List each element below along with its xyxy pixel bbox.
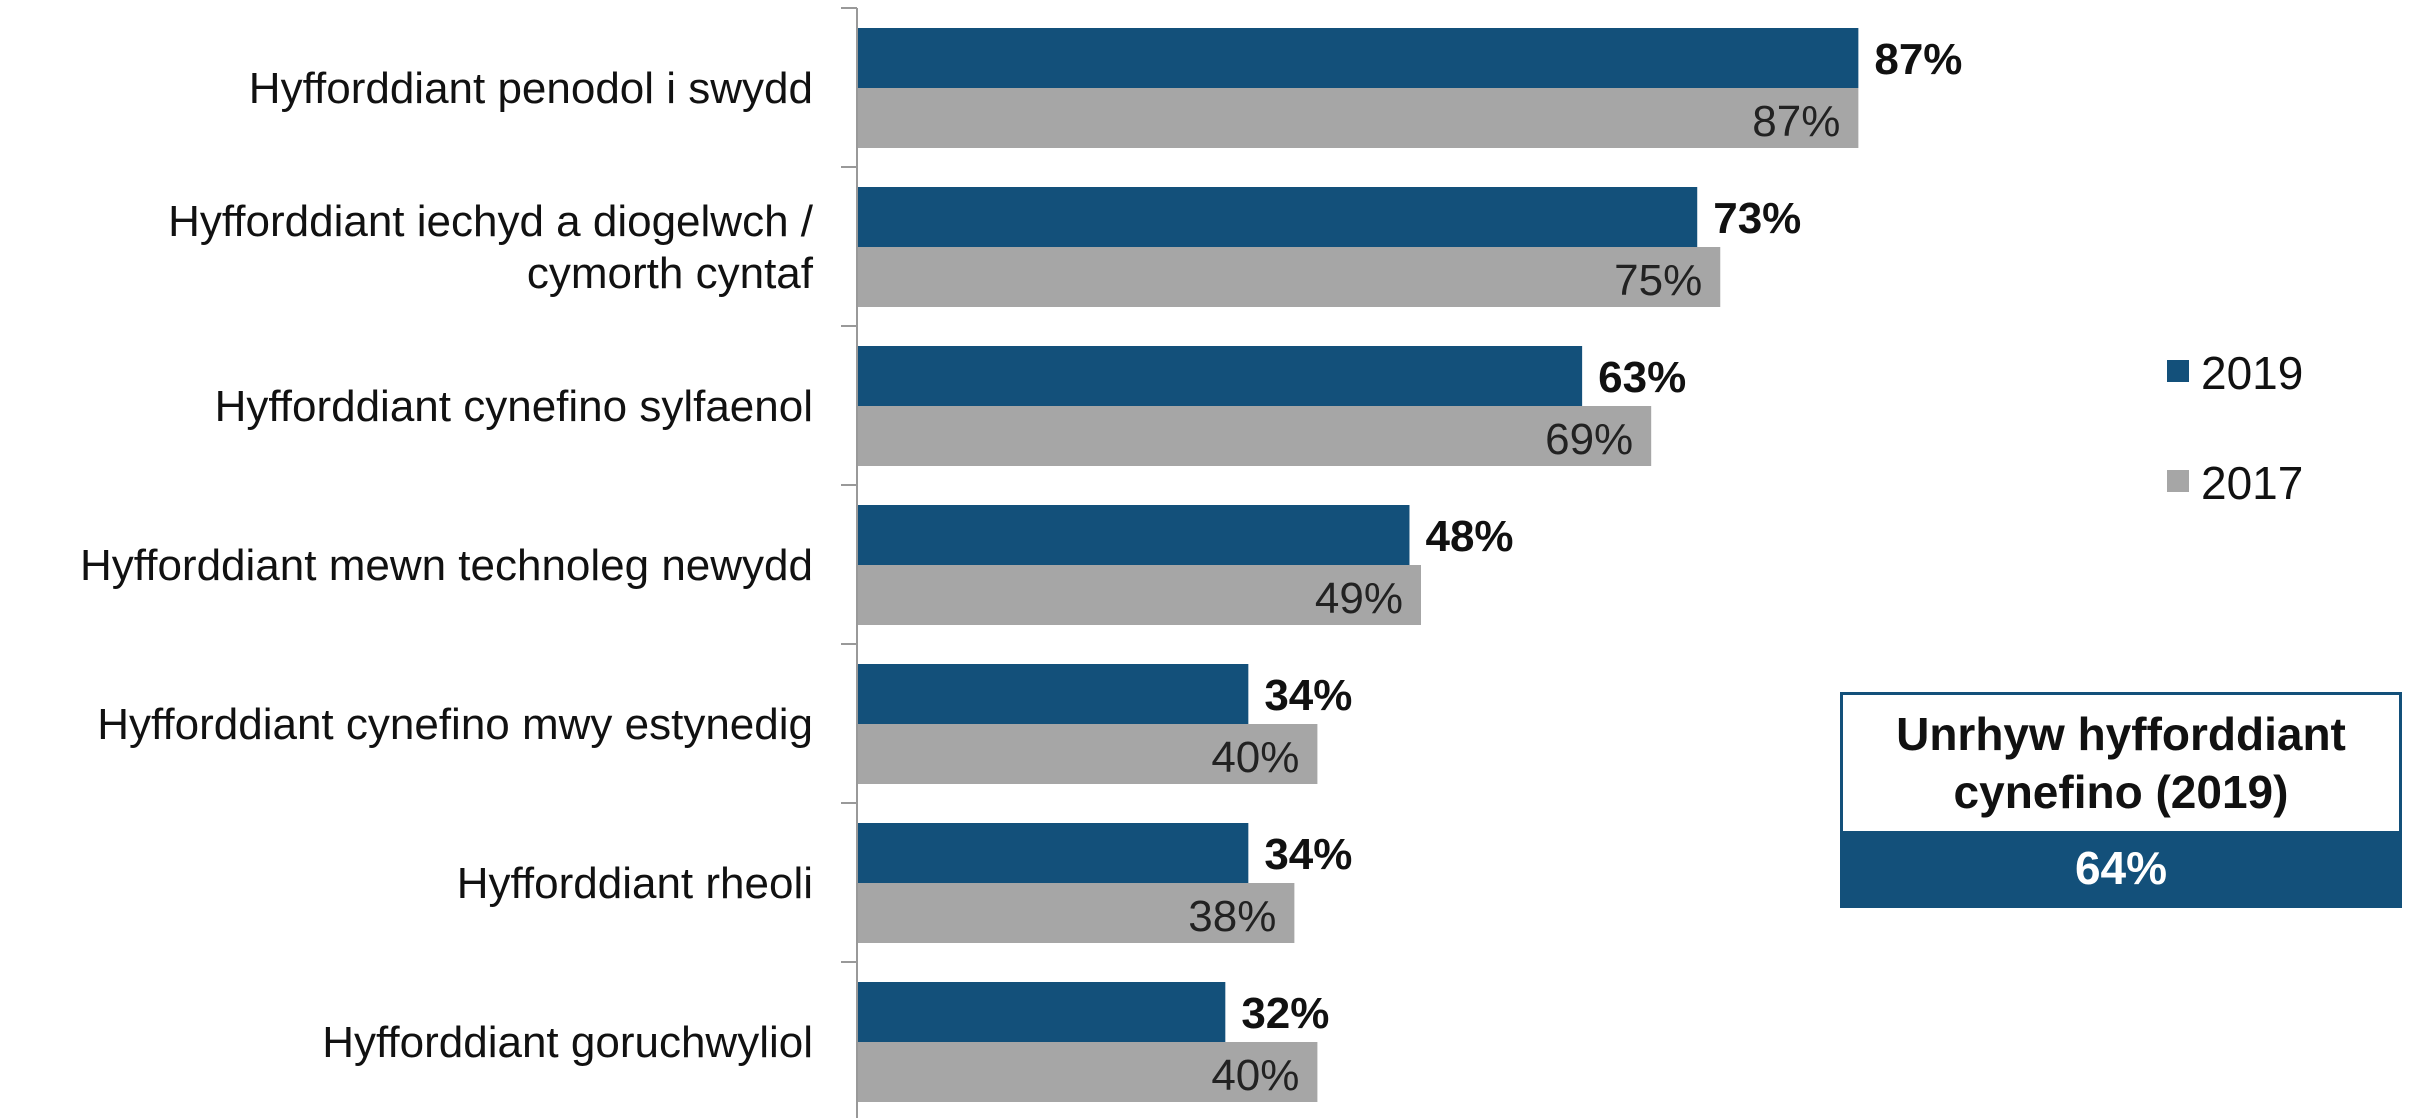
data-label-2017-2: 69% — [1545, 415, 1633, 464]
category-label-line: Hyfforddiant mewn technoleg newydd — [80, 541, 813, 590]
bar-2019-5 — [857, 823, 1249, 883]
category-label-line: Hyfforddiant rheoli — [457, 859, 813, 908]
legend: 2019 2017 — [2167, 347, 2303, 509]
category-axis — [841, 7, 858, 1118]
category-label-line: Hyfforddiant cynefino sylfaenol — [215, 382, 813, 431]
category-label-3: Hyfforddiant mewn technoleg newydd — [80, 541, 813, 590]
data-label-2017-3: 49% — [1315, 574, 1403, 623]
data-label-2019-0: 87% — [1874, 35, 1962, 84]
bars-group — [857, 28, 1859, 1102]
data-label-2019-5: 34% — [1264, 830, 1352, 879]
bar-2017-1 — [857, 247, 1721, 307]
bar-2019-3 — [857, 505, 1410, 565]
category-label-line: Hyfforddiant penodol i swydd — [249, 64, 813, 113]
bar-2017-3 — [857, 565, 1421, 625]
data-label-2019-6: 32% — [1241, 989, 1329, 1038]
category-label-line: Hyfforddiant goruchwyliol — [322, 1018, 813, 1067]
data-label-2019-2: 63% — [1598, 353, 1686, 402]
legend-swatch-2017 — [2167, 470, 2189, 492]
bar-2017-2 — [857, 406, 1652, 466]
data-label-2017-0: 87% — [1752, 97, 1840, 146]
category-label-0: Hyfforddiant penodol i swydd — [249, 64, 813, 113]
category-label-line: cymorth cyntaf — [527, 249, 814, 298]
legend-label-2017: 2017 — [2201, 457, 2303, 509]
data-label-2017-4: 40% — [1211, 733, 1299, 782]
category-label-4: Hyfforddiant cynefino mwy estynedig — [97, 700, 813, 749]
category-label-5: Hyfforddiant rheoli — [457, 859, 813, 908]
callout-title: Unrhyw hyfforddiant cynefino (2019) — [1896, 708, 2346, 818]
legend-label-2019: 2019 — [2201, 347, 2303, 399]
category-label-line: Hyfforddiant cynefino mwy estynedig — [97, 700, 813, 749]
category-label-6: Hyfforddiant goruchwyliol — [322, 1018, 813, 1067]
data-label-2017-1: 75% — [1614, 256, 1702, 305]
data-label-2019-1: 73% — [1713, 194, 1801, 243]
data-label-2017-5: 38% — [1188, 892, 1276, 941]
category-labels: Hyfforddiant penodol i swydd Hyfforddiant… — [80, 64, 814, 1067]
legend-swatch-2019 — [2167, 360, 2189, 382]
bar-2019-1 — [857, 187, 1698, 247]
data-labels: 87% 87% 73%75% 63% 69% 48% 49% 34% 40% 34% 38% 32% 4… — [1188, 35, 1962, 1100]
summary-callout: Unrhyw hyfforddiant cynefino (2019) 64% — [1840, 692, 2402, 908]
bar-2017-0 — [857, 88, 1859, 148]
data-label-2019-4: 34% — [1264, 671, 1352, 720]
bar-2019-6 — [857, 982, 1226, 1042]
bar-2019-2 — [857, 346, 1583, 406]
data-label-2019-3: 48% — [1425, 512, 1513, 561]
bar-2019-4 — [857, 664, 1249, 724]
data-label-2017-6: 40% — [1211, 1051, 1299, 1100]
callout-value: 64% — [1843, 831, 2399, 905]
bar-2019-0 — [857, 28, 1859, 88]
bar-2017-6 — [857, 1042, 1318, 1102]
bar-2017-5 — [857, 883, 1295, 943]
category-label-2: Hyfforddiant cynefino sylfaenol — [215, 382, 813, 431]
category-label-line: Hyfforddiant iechyd a diogelwch / — [168, 197, 814, 246]
bar-2017-4 — [857, 724, 1318, 784]
category-label-1: Hyfforddiant iechyd a diogelwch / cymorth… — [168, 197, 814, 298]
